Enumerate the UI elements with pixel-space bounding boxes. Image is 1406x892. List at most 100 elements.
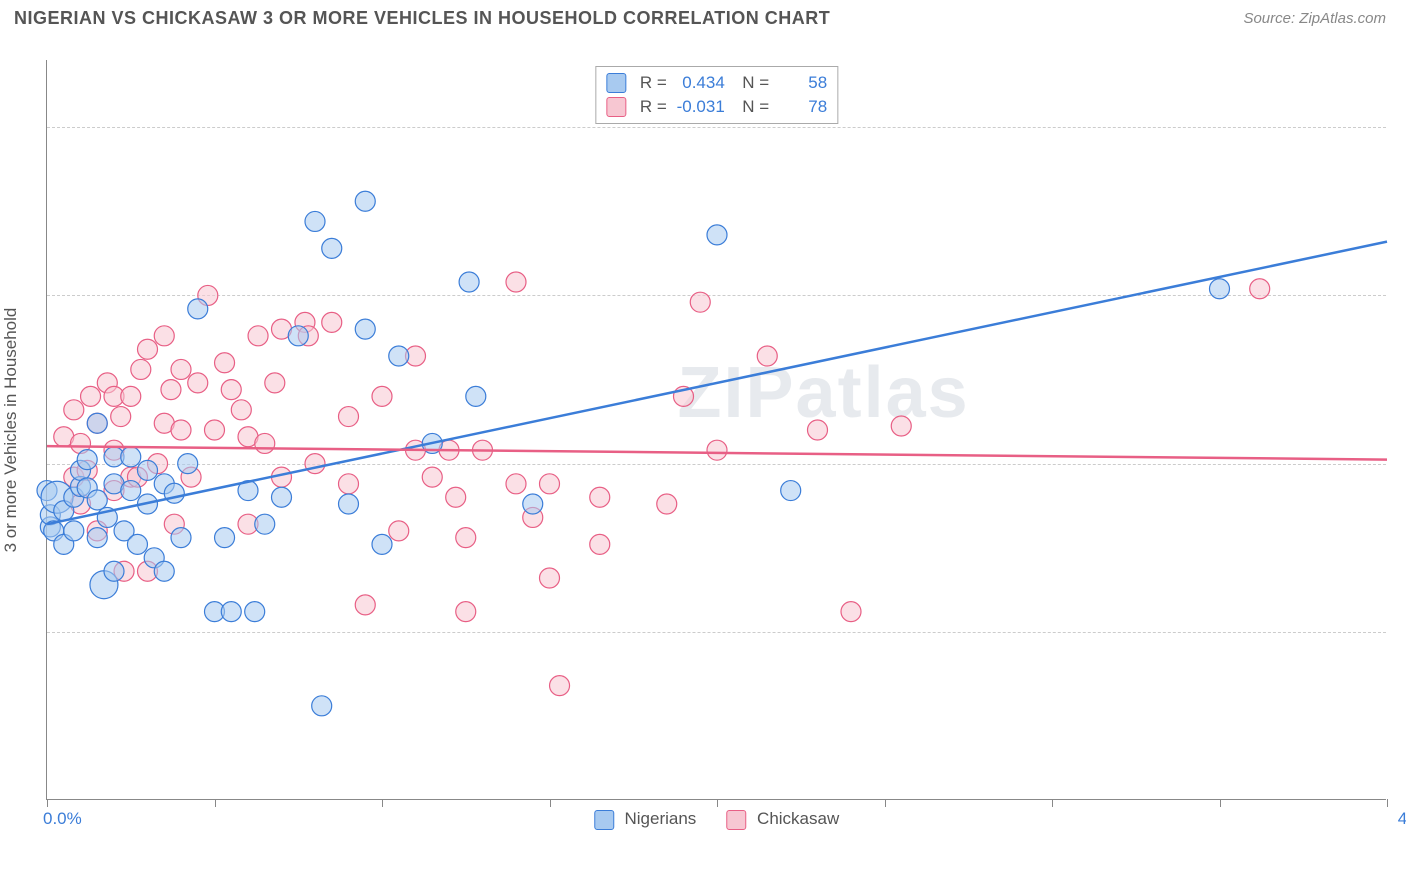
data-point bbox=[215, 528, 235, 548]
data-point bbox=[221, 380, 241, 400]
n-label: N = bbox=[733, 73, 769, 93]
data-point bbox=[540, 474, 560, 494]
legend-label-nigerians: Nigerians bbox=[624, 809, 696, 828]
legend-item-nigerians: Nigerians bbox=[594, 809, 697, 830]
source-attribution: Source: ZipAtlas.com bbox=[1243, 10, 1386, 27]
data-point bbox=[131, 359, 151, 379]
data-point bbox=[707, 225, 727, 245]
x-tick bbox=[1220, 799, 1221, 807]
data-point bbox=[506, 272, 526, 292]
data-point bbox=[355, 319, 375, 339]
data-point bbox=[540, 568, 560, 588]
data-point bbox=[127, 534, 147, 554]
data-point bbox=[707, 440, 727, 460]
y-tick-label: 25.0% bbox=[1396, 456, 1406, 474]
y-axis-label: 3 or more Vehicles in Household bbox=[1, 307, 21, 552]
data-point bbox=[841, 602, 861, 622]
data-point bbox=[456, 528, 476, 548]
data-point bbox=[657, 494, 677, 514]
r-label: R = bbox=[640, 73, 667, 93]
data-point bbox=[171, 420, 191, 440]
data-point bbox=[205, 420, 225, 440]
data-point bbox=[87, 528, 107, 548]
data-point bbox=[215, 353, 235, 373]
data-point bbox=[339, 474, 359, 494]
data-point bbox=[1250, 279, 1270, 299]
x-tick bbox=[382, 799, 383, 807]
data-point bbox=[288, 326, 308, 346]
data-point bbox=[64, 400, 84, 420]
n-value-nigerians: 58 bbox=[777, 73, 827, 93]
chart-plot-area: 3 or more Vehicles in Household ZIPatlas… bbox=[46, 60, 1386, 800]
data-point bbox=[891, 416, 911, 436]
data-point bbox=[121, 386, 141, 406]
data-point bbox=[590, 534, 610, 554]
data-point bbox=[138, 339, 158, 359]
y-tick-label: 12.5% bbox=[1396, 624, 1406, 642]
data-point bbox=[104, 561, 124, 581]
data-point bbox=[339, 407, 359, 427]
x-tick bbox=[885, 799, 886, 807]
data-point bbox=[305, 211, 325, 231]
trend-line bbox=[47, 242, 1387, 525]
data-point bbox=[456, 602, 476, 622]
data-point bbox=[138, 460, 158, 480]
data-point bbox=[154, 326, 174, 346]
y-tick-label: 50.0% bbox=[1396, 119, 1406, 137]
data-point bbox=[312, 696, 332, 716]
data-point bbox=[389, 346, 409, 366]
data-point bbox=[161, 380, 181, 400]
data-point bbox=[808, 420, 828, 440]
data-point bbox=[466, 386, 486, 406]
data-point bbox=[446, 487, 466, 507]
data-point bbox=[111, 407, 131, 427]
data-point bbox=[77, 450, 97, 470]
data-point bbox=[590, 487, 610, 507]
y-tick-label: 37.5% bbox=[1396, 287, 1406, 305]
data-point bbox=[245, 602, 265, 622]
data-point bbox=[781, 481, 801, 501]
data-point bbox=[272, 487, 292, 507]
data-point bbox=[322, 312, 342, 332]
data-point bbox=[265, 373, 285, 393]
x-tick bbox=[717, 799, 718, 807]
data-point bbox=[121, 481, 141, 501]
data-point bbox=[339, 494, 359, 514]
data-point bbox=[255, 514, 275, 534]
data-point bbox=[188, 373, 208, 393]
data-point bbox=[81, 386, 101, 406]
data-point bbox=[305, 454, 325, 474]
data-point bbox=[221, 602, 241, 622]
data-point bbox=[372, 386, 392, 406]
x-tick bbox=[47, 799, 48, 807]
legend-swatch-blue bbox=[594, 810, 614, 830]
data-point bbox=[389, 521, 409, 541]
data-point bbox=[506, 474, 526, 494]
data-point bbox=[188, 299, 208, 319]
data-point bbox=[690, 292, 710, 312]
series-legend: Nigerians Chickasaw bbox=[594, 809, 839, 830]
legend-row-nigerians: R = 0.434 N = 58 bbox=[606, 71, 827, 95]
legend-item-chickasaw: Chickasaw bbox=[726, 809, 839, 830]
data-point bbox=[255, 433, 275, 453]
legend-swatch-pink bbox=[726, 810, 746, 830]
data-point bbox=[459, 272, 479, 292]
data-point bbox=[154, 561, 174, 581]
data-point bbox=[372, 534, 392, 554]
r-label: R = bbox=[640, 97, 667, 117]
data-point bbox=[231, 400, 251, 420]
legend-label-chickasaw: Chickasaw bbox=[757, 809, 839, 828]
x-axis-max-label: 40.0% bbox=[1398, 809, 1406, 829]
legend-swatch-pink bbox=[606, 97, 626, 117]
data-point bbox=[422, 467, 442, 487]
data-point bbox=[550, 676, 570, 696]
x-tick bbox=[215, 799, 216, 807]
data-point bbox=[164, 483, 184, 503]
data-point bbox=[523, 494, 543, 514]
scatter-plot-svg bbox=[47, 60, 1386, 799]
n-label: N = bbox=[733, 97, 769, 117]
legend-row-chickasaw: R = -0.031 N = 78 bbox=[606, 95, 827, 119]
x-tick bbox=[1052, 799, 1053, 807]
data-point bbox=[87, 490, 107, 510]
x-axis-origin-label: 0.0% bbox=[43, 809, 82, 829]
